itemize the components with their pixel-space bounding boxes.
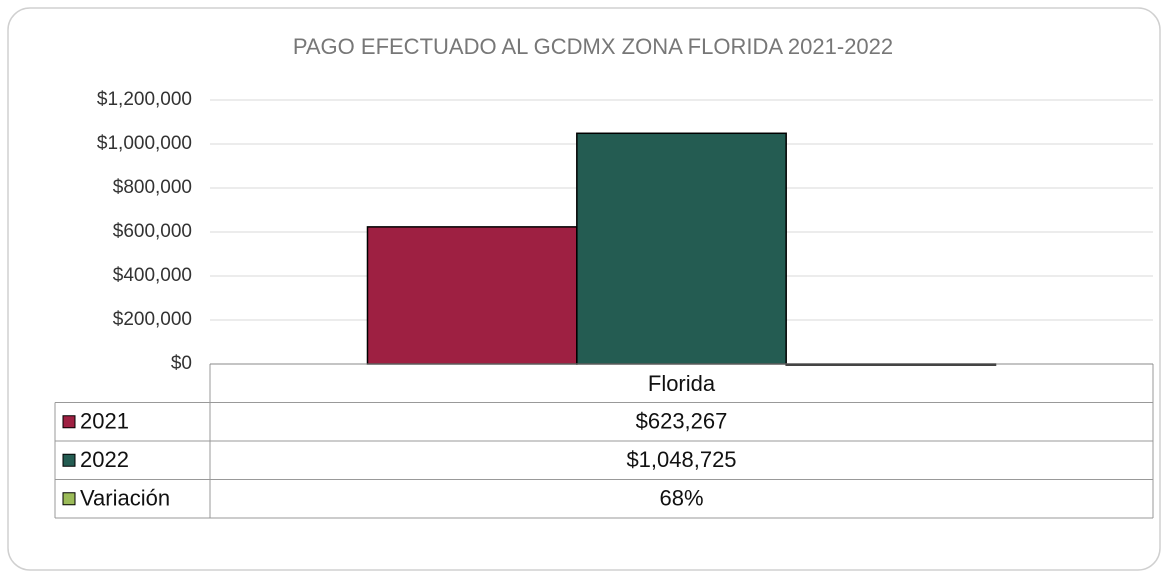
legend-label: 2022 (80, 447, 129, 472)
legend-label: 2021 (80, 409, 129, 434)
bar (366, 226, 578, 365)
chart-title: PAGO EFECTUADO AL GCDMX ZONA FLORIDA 202… (293, 34, 893, 59)
legend-label: Variación (80, 486, 170, 511)
y-tick-label: $0 (171, 353, 192, 374)
y-tick-label: $800,000 (113, 177, 192, 198)
y-tick-label: $1,200,000 (97, 89, 192, 110)
bar (576, 132, 787, 365)
data-label: $1,048,725 (626, 447, 736, 472)
x-tick-label: Florida (648, 371, 716, 396)
legend-key (62, 492, 76, 506)
y-tick-label: $600,000 (113, 221, 192, 242)
y-tick-label: $1,000,000 (97, 133, 192, 154)
data-label: 68% (659, 486, 703, 511)
legend-key (62, 453, 76, 467)
y-tick-label: $200,000 (113, 309, 192, 330)
y-tick-label: $400,000 (113, 265, 192, 286)
data-label: $623,267 (636, 409, 728, 434)
legend-key (62, 415, 76, 429)
